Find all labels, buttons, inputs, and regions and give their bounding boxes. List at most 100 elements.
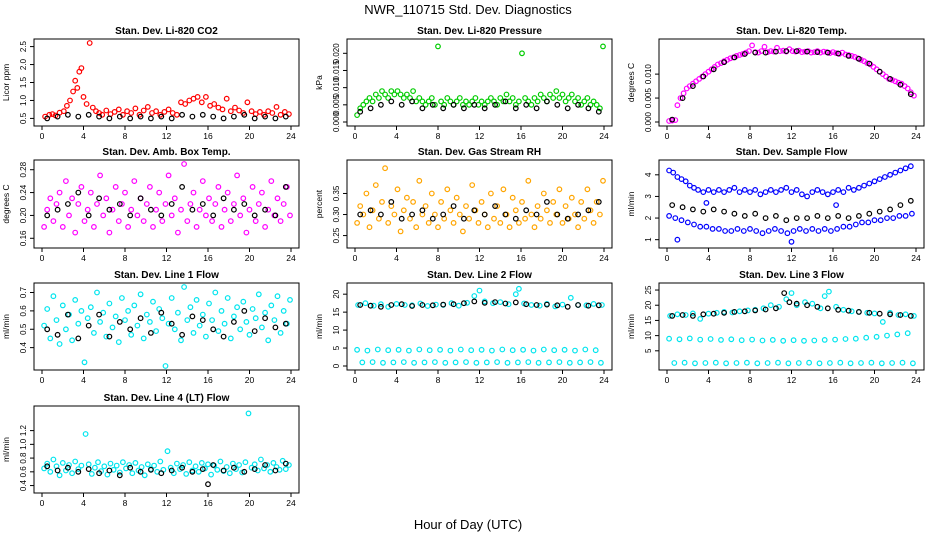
- data-point: [230, 113, 237, 120]
- data-point: [575, 95, 581, 101]
- data-point: [882, 174, 888, 180]
- data-point: [500, 186, 507, 193]
- data-point: [134, 322, 141, 329]
- data-point: [783, 217, 790, 224]
- data-point: [796, 225, 803, 232]
- data-point: [585, 207, 592, 214]
- data-point: [354, 346, 361, 353]
- y-tick-label: 0.20: [19, 207, 28, 223]
- y-axis-label: ml/min: [1, 314, 11, 339]
- data-point: [286, 462, 292, 468]
- data-point: [89, 104, 96, 111]
- data-point: [762, 306, 769, 313]
- data-point: [164, 448, 171, 455]
- data-point: [509, 95, 516, 101]
- data-point: [158, 470, 165, 477]
- data-point: [488, 95, 494, 101]
- data-point: [360, 211, 367, 218]
- data-point: [262, 206, 269, 213]
- data-point: [850, 186, 857, 193]
- data-point: [282, 320, 289, 327]
- plot-frame: [658, 159, 925, 249]
- data-point: [890, 215, 897, 222]
- data-point: [866, 210, 873, 217]
- data-point: [447, 98, 454, 105]
- data-point: [578, 198, 585, 205]
- data-point: [669, 116, 676, 123]
- data-point: [892, 78, 899, 85]
- data-point: [146, 183, 153, 190]
- data-point: [385, 219, 392, 226]
- x-tick-label: 24: [599, 253, 609, 263]
- data-point: [254, 467, 261, 474]
- data-point: [50, 218, 57, 225]
- data-point: [85, 466, 92, 473]
- data-point: [739, 51, 746, 57]
- data-point: [832, 336, 838, 343]
- data-point: [75, 468, 82, 475]
- data-point: [409, 303, 416, 309]
- data-point: [144, 461, 151, 468]
- data-point: [686, 182, 693, 189]
- x-tick-label: 12: [162, 253, 172, 263]
- x-tick-label: 20: [558, 131, 568, 141]
- data-point: [272, 212, 279, 219]
- data-point: [680, 90, 687, 97]
- data-point: [223, 464, 230, 470]
- data-point: [262, 113, 269, 120]
- data-point: [484, 224, 491, 231]
- data-point: [700, 311, 707, 318]
- data-point: [140, 218, 147, 225]
- data-point: [464, 299, 471, 306]
- plot-frame: [346, 159, 613, 249]
- data-point: [746, 48, 752, 54]
- data-point: [100, 212, 107, 219]
- data-point: [259, 189, 265, 196]
- data-point: [251, 212, 258, 219]
- data-point: [690, 313, 696, 319]
- data-point: [232, 104, 238, 111]
- data-point: [227, 108, 234, 115]
- data-point: [444, 186, 451, 193]
- data-point: [790, 228, 797, 234]
- data-point: [234, 304, 241, 311]
- y-tick-label: 25: [644, 285, 653, 294]
- chart-panel-8: Stan. Dev. Line 2 Flow ml/min 0 4 8 12 16 20 24 0…: [314, 270, 613, 385]
- data-point: [516, 98, 522, 105]
- data-point: [59, 302, 66, 309]
- data-point: [96, 195, 102, 202]
- data-point: [262, 315, 269, 322]
- page-x-axis-label: Hour of Day (UTC): [413, 517, 523, 532]
- y-tick-label: 0.000: [332, 111, 341, 132]
- data-point: [66, 462, 72, 468]
- y-tick-label: 1: [644, 237, 653, 242]
- data-point: [679, 204, 686, 211]
- data-point: [199, 317, 206, 324]
- data-point: [137, 315, 144, 322]
- x-tick-label: 24: [911, 375, 921, 385]
- data-point: [778, 228, 784, 234]
- data-point: [497, 219, 504, 226]
- data-point: [780, 47, 787, 54]
- data-point: [554, 101, 561, 108]
- data-point: [587, 207, 594, 214]
- x-tick-label: 4: [394, 131, 399, 141]
- data-point: [190, 330, 197, 336]
- data-point: [804, 302, 810, 309]
- data-point: [460, 228, 466, 235]
- data-point: [147, 466, 154, 473]
- data-point: [205, 481, 211, 488]
- data-point: [828, 228, 834, 234]
- x-tick-label: 20: [870, 375, 880, 385]
- data-point: [106, 300, 113, 307]
- data-point: [824, 49, 831, 56]
- y-tick-label: 1.0: [19, 94, 28, 106]
- data-point: [277, 218, 284, 225]
- data-point: [775, 359, 781, 366]
- data-point: [419, 98, 426, 105]
- data-point: [788, 189, 795, 196]
- data-point: [82, 431, 89, 437]
- data-point: [781, 290, 788, 297]
- data-point: [581, 215, 588, 222]
